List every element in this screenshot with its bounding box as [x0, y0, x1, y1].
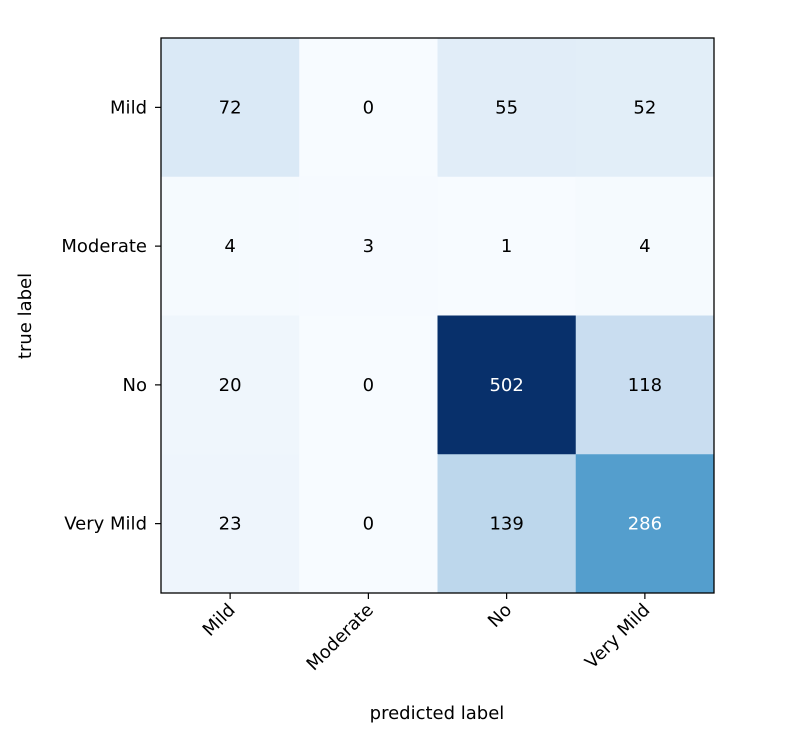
y-tick-label: Mild: [110, 97, 147, 118]
heatmap-cell: [437, 454, 577, 594]
y-tick-label: Very Mild: [64, 514, 147, 535]
x-tick-label: No: [484, 600, 516, 632]
cell-value-label: 72: [219, 97, 242, 118]
x-axis-label: predicted label: [370, 703, 505, 724]
cell-value-label: 20: [219, 375, 242, 396]
heatmap-cell: [299, 454, 438, 594]
cell-value-label: 55: [495, 97, 518, 118]
cell-value-label: 502: [489, 375, 523, 396]
heatmap-cell: [575, 176, 715, 316]
heatmap-cell: [161, 315, 300, 455]
cell-value-label: 4: [639, 236, 650, 257]
heatmap-cell: [437, 315, 577, 455]
y-tick-label: No: [123, 375, 147, 396]
cell-value-label: 0: [363, 514, 374, 535]
heatmap-cell: [161, 454, 300, 594]
plot-frame: [160, 37, 715, 594]
cell-value-label: 4: [224, 236, 235, 257]
y-axis-label: true label: [15, 273, 36, 359]
x-tick-label: Very Mild: [581, 600, 654, 673]
heatmap-cell: [161, 38, 300, 178]
heatmap-cell: [437, 176, 577, 316]
heatmap-cell: [161, 176, 300, 316]
y-tick-label: Moderate: [61, 236, 147, 257]
heatmap-cell: [437, 38, 577, 178]
heatmap-cell: [575, 38, 715, 178]
cell-value-label: 3: [363, 236, 374, 257]
heatmap-cell: [299, 38, 438, 178]
x-tick-label: Moderate: [303, 600, 378, 675]
cell-value-label: 286: [628, 514, 662, 535]
cell-value-label: 1: [501, 236, 512, 257]
y-axis-ticks: Mild Moderate No Very Mild: [61, 97, 161, 535]
x-tick-label: Mild: [199, 600, 240, 641]
heatmap-cell: [299, 315, 438, 455]
heatmap-cell: [575, 454, 715, 594]
cell-value-label: 0: [363, 97, 374, 118]
cell-value-label: 139: [489, 514, 523, 535]
cell-value-label: 23: [219, 514, 242, 535]
heatmap-cell: [299, 176, 438, 316]
heatmap-cell: [575, 315, 715, 455]
cell-value-labels: 72 0 55 52 4 3 1 4 20 0 502 118 23 0 139 286: [219, 97, 662, 534]
cell-value-label: 52: [633, 97, 656, 118]
x-axis-ticks: Mild Moderate No Very Mild: [199, 593, 654, 675]
heatmap-cells: [161, 38, 715, 594]
cell-value-label: 0: [363, 375, 374, 396]
cell-value-label: 118: [628, 375, 662, 396]
